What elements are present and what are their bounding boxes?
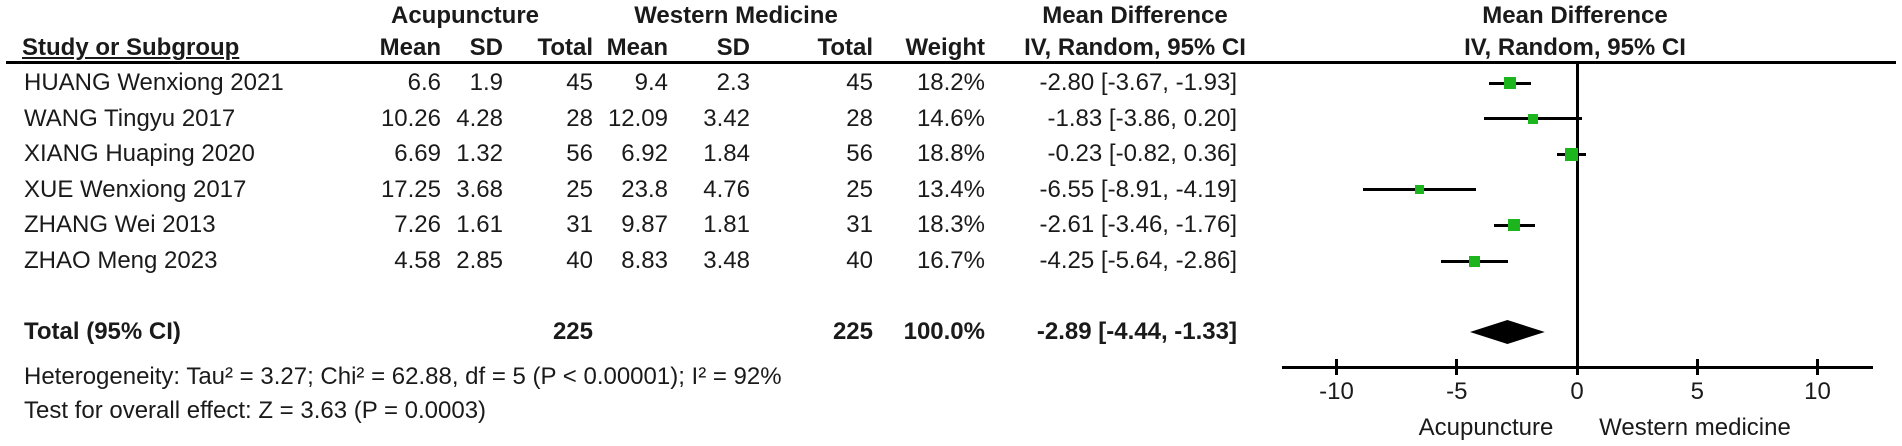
acu-total: 28 [566,104,593,132]
west-mean: 23.8 [621,175,668,203]
group-header-western-medicine: Western Medicine [634,2,838,29]
effect-marker [1564,147,1578,161]
effect-marker [1527,113,1538,124]
west-mean: 9.87 [621,211,668,239]
west-sd: 1.84 [703,140,750,168]
acu-sd: 1.61 [456,211,503,239]
weight-value: 13.4% [916,175,985,203]
axis-tick-label: -10 [1319,378,1354,405]
west-sd: 4.76 [703,175,750,203]
axis-tick [1455,359,1459,375]
column-header-sd-west: SD [716,34,750,61]
study-name: XIANG Huaping 2020 [24,140,255,168]
effect-marker [1508,219,1521,232]
acu-sd: 2.85 [456,247,503,274]
acu-total: 45 [566,69,593,96]
west-mean: 6.92 [621,140,668,168]
axis-label-left: Acupuncture [1418,414,1554,441]
column-header-sd-acu: SD [469,34,503,61]
acu-mean: 4.58 [394,247,441,274]
ci-text: -6.55 [-8.91, -4.19] [1039,175,1237,203]
axis-tick [1816,359,1819,375]
column-header-total-acu: Total [537,34,593,61]
group-header-acupuncture: Acupuncture [390,2,540,29]
plot-header-line1: Mean Difference [1482,2,1668,29]
ci-text: -2.80 [-3.67, -1.93] [1039,69,1237,96]
west-mean: 9.4 [634,69,668,96]
acu-mean: 10.26 [380,104,441,132]
total-west-n: 225 [832,318,873,345]
study-name: ZHAO Meng 2023 [24,247,218,274]
west-total: 56 [846,140,873,168]
acu-mean: 7.26 [394,211,441,239]
axis-tick-label: -5 [1446,378,1468,405]
weight-value: 16.7% [916,247,985,274]
west-sd: 2.3 [716,69,750,96]
md-column-header-line1: Mean Difference [1042,2,1228,29]
acu-sd: 4.28 [456,104,503,132]
west-total: 28 [846,104,873,132]
column-header-study: Study or Subgroup [22,34,240,61]
weight-value: 18.8% [916,140,985,168]
heterogeneity-stats: Heterogeneity: Tau² = 3.27; Chi² = 62.88… [24,363,782,390]
effect-marker [1503,77,1516,89]
study-name: XUE Wenxiong 2017 [24,175,247,203]
ci-text: -2.61 [-3.46, -1.76] [1039,211,1237,239]
acu-mean: 6.69 [394,140,441,168]
pooled-diamond [1470,320,1545,344]
effect-marker [1414,185,1424,195]
ci-text: -4.25 [-5.64, -2.86] [1039,247,1237,274]
ci-text: -0.23 [-0.82, 0.36] [1047,140,1237,168]
effect-marker [1469,255,1481,267]
weight-value: 18.3% [916,211,985,239]
study-name: ZHANG Wei 2013 [24,211,216,239]
header-rule [6,61,1896,64]
west-sd: 1.81 [703,211,750,239]
total-ci-text: -2.89 [-4.44, -1.33] [1036,318,1237,345]
acu-sd: 3.68 [456,175,503,203]
axis-tick-label: 10 [1804,378,1831,405]
study-name: WANG Tingyu 2017 [24,104,236,132]
column-header-mean-acu: Mean [379,34,441,61]
west-mean: 12.09 [607,104,668,132]
md-column-header-line2: IV, Random, 95% CI [1024,34,1246,61]
overall-effect-test: Test for overall effect: Z = 3.63 (P = 0… [24,397,487,424]
acu-mean: 6.6 [407,69,441,96]
axis-tick-label: 0 [1570,378,1584,405]
west-mean: 8.83 [621,247,668,274]
total-label: Total (95% CI) [24,318,181,345]
west-total: 25 [846,175,873,203]
axis-tick [1335,359,1338,375]
total-acu-n: 225 [552,318,593,345]
column-header-mean-west: Mean [606,34,668,61]
west-total: 31 [846,211,873,239]
acu-total: 25 [566,175,593,203]
acu-total: 31 [566,211,593,239]
west-total: 45 [846,69,873,96]
acu-total: 56 [566,140,593,168]
total-weight: 100.0% [903,318,985,345]
column-header-total-west: Total [817,34,873,61]
weight-value: 18.2% [916,69,985,96]
axis-tick [1575,359,1579,375]
west-sd: 3.42 [703,104,750,132]
zero-line [1576,64,1579,367]
acu-sd: 1.9 [469,69,503,96]
axis-tick-label: 5 [1690,378,1704,405]
west-total: 40 [846,247,873,274]
axis-label-right: Western medicine [1599,414,1791,441]
weight-value: 14.6% [916,104,985,132]
ci-text: -1.83 [-3.86, 0.20] [1047,104,1237,132]
axis-tick [1695,359,1699,375]
study-name: HUANG Wenxiong 2021 [24,69,284,96]
acu-mean: 17.25 [380,175,441,203]
acu-sd: 1.32 [456,140,503,168]
column-header-weight: Weight [905,34,985,61]
plot-header-line2: IV, Random, 95% CI [1464,34,1686,61]
west-sd: 3.48 [703,247,750,274]
acu-total: 40 [566,247,593,274]
